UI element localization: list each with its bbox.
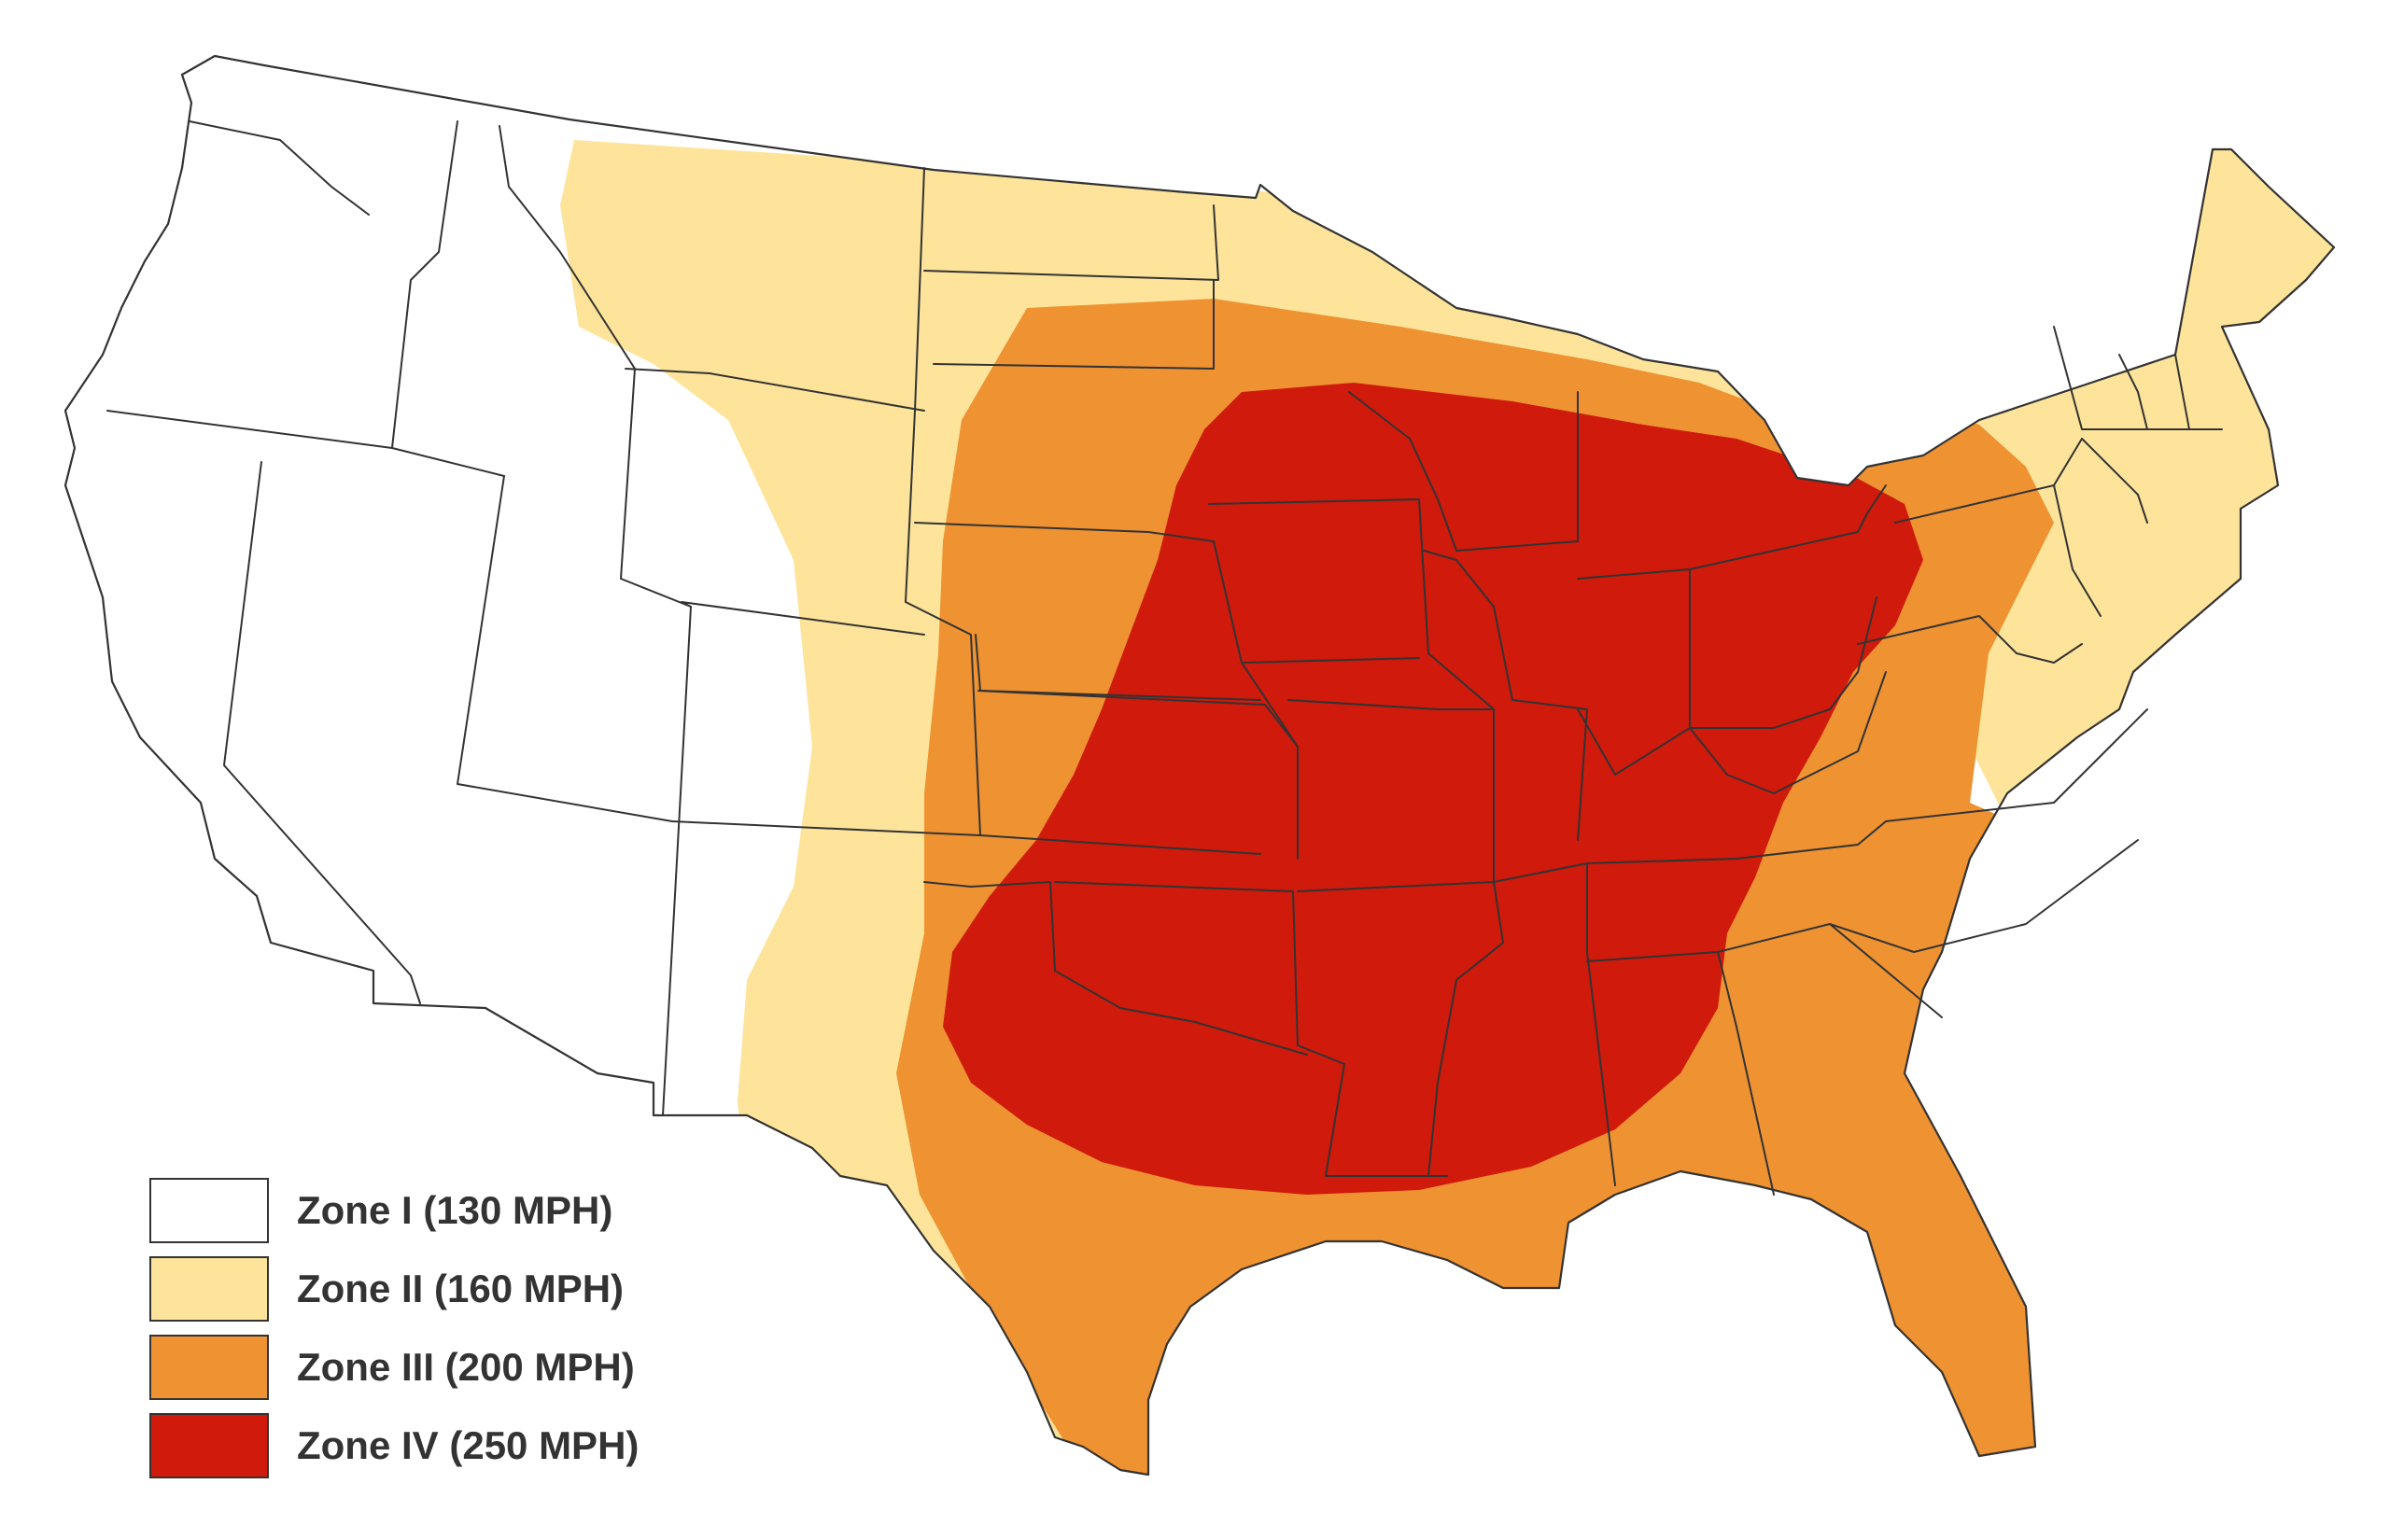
legend-label-zone-iii: Zone III (200 MPH) — [297, 1345, 635, 1389]
legend-item-zone-iv: Zone IV (250 MPH) — [149, 1413, 803, 1478]
zone-bands — [560, 121, 2334, 1475]
legend-label-zone-ii: Zone II (160 MPH) — [297, 1267, 625, 1310]
zone-iv-region — [943, 383, 1923, 1195]
legend-item-zone-iii: Zone III (200 MPH) — [149, 1335, 803, 1400]
legend-swatch-zone-i — [149, 1178, 269, 1243]
legend-label-zone-iv: Zone IV (250 MPH) — [297, 1423, 640, 1467]
legend-item-zone-i: Zone I (130 MPH) — [149, 1178, 803, 1243]
legend-item-zone-ii: Zone II (160 MPH) — [149, 1256, 803, 1322]
legend: Zone I (130 MPH) Zone II (160 MPH) Zone … — [149, 1178, 803, 1491]
state-borders — [63, 54, 2336, 1477]
legend-swatch-zone-ii — [149, 1256, 269, 1322]
legend-swatch-zone-iii — [149, 1335, 269, 1400]
legend-swatch-zone-iv — [149, 1413, 269, 1478]
legend-label-zone-i: Zone I (130 MPH) — [297, 1188, 613, 1232]
